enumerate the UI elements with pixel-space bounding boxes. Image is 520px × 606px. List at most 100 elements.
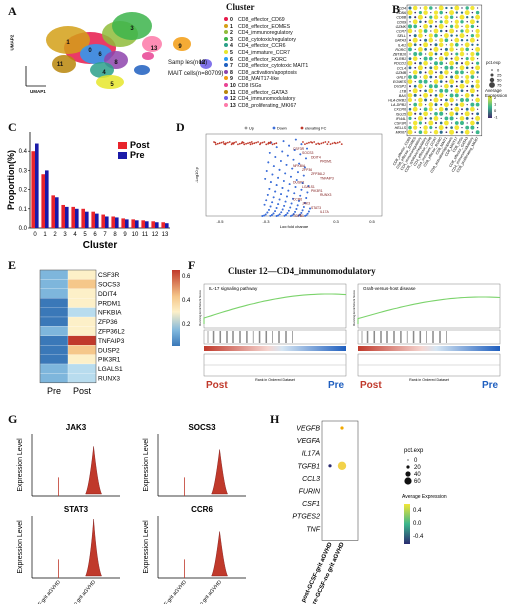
- dotplot-dot: [460, 20, 464, 24]
- dotplot-dot: [423, 125, 428, 130]
- volcano-sig-point: [247, 142, 249, 145]
- dotplot-dot: [464, 10, 470, 16]
- dotplot-dot: [408, 75, 412, 79]
- volcano-point: [297, 171, 299, 174]
- volcano-point: [302, 174, 305, 177]
- cytokine-dotplot: VEGFB VEGFA IL17A TGFB1 CCL3 FURIN CSF1 PTGES2 T…: [292, 420, 447, 604]
- bar-post: [121, 218, 125, 228]
- umap-cluster-number: 4: [102, 70, 106, 76]
- volcano-point: [288, 183, 291, 185]
- dotplot-dot: [466, 39, 469, 42]
- bar-post: [151, 221, 155, 228]
- violin-gene-title: JAK3: [66, 423, 87, 432]
- volcano-point: [304, 202, 306, 204]
- dotplot-dot: [445, 113, 448, 115]
- dotplot-gene-label: GZMK: [396, 25, 407, 29]
- dotplot-dot: [439, 121, 443, 125]
- dotplot-dot: [435, 7, 437, 9]
- dotplot-dot: [471, 48, 474, 51]
- y-tick-label: 0.1: [19, 207, 28, 213]
- dotplot-dot: [439, 61, 444, 66]
- dotplot-dot: [469, 19, 475, 25]
- heatmap-gene-label: CSF3R: [98, 272, 120, 279]
- dotplot-dot: [469, 69, 475, 75]
- volcano-sig-point: [302, 141, 304, 143]
- dotplot-dot: [466, 85, 469, 88]
- heatmap-cell-pre: [39, 345, 69, 355]
- volcano-sig-point: [326, 143, 329, 145]
- dotplot-dot: [475, 52, 480, 56]
- volcano-point: [268, 152, 271, 154]
- cluster-number: 9: [230, 76, 233, 83]
- volcano-gene-label: PIK3R1: [311, 189, 323, 193]
- dotplot-dot: [470, 125, 475, 130]
- dotplot-dot: [407, 60, 413, 66]
- dotplot-gene-label: CSF3R: [394, 122, 406, 126]
- dotplot-dot: [423, 23, 429, 29]
- dotplot-dot: [470, 33, 475, 38]
- volcano-point: [287, 189, 290, 192]
- dotplot-dot: [424, 122, 427, 124]
- dotplot-dot: [454, 37, 460, 43]
- bar-pre: [135, 220, 139, 228]
- heatmap-cell-post: [67, 269, 97, 280]
- dotplot-dot: [461, 112, 463, 115]
- heatmap-cell-post: [67, 345, 97, 355]
- gsea-rank-bar: [204, 346, 346, 351]
- umap-plot: 1 06 3 13 9 11 8 45 12: [25, 12, 212, 89]
- dotplot-dot: [449, 15, 454, 19]
- dotplot-dot: [419, 108, 422, 110]
- volcano-point: [286, 195, 288, 198]
- volcano-point: [286, 154, 289, 157]
- dotplot-dot: [407, 10, 413, 16]
- dotplot-dot: [450, 39, 453, 41]
- dotplot-dot: [428, 107, 433, 112]
- x-tick-label: 6: [93, 232, 97, 238]
- volcano-legend-label: Up: [249, 127, 254, 131]
- dotplot-dot: [438, 5, 444, 11]
- gsea-pre-label: Pre: [482, 380, 499, 391]
- dotplot-dot: [464, 93, 470, 98]
- dotplot-dot: [412, 88, 418, 94]
- volcano-point: [282, 180, 285, 182]
- volcano-point: [284, 200, 287, 203]
- gsea-curve: [203, 293, 347, 324]
- dotplot-dot: [424, 117, 427, 120]
- volcano-sig-point: [257, 141, 259, 143]
- cluster-number: 2: [230, 30, 233, 37]
- bar-pre: [165, 223, 169, 228]
- dotplot-dot: [440, 52, 443, 56]
- dotplot-dot: [412, 120, 418, 126]
- dotplot-dot: [435, 39, 437, 41]
- dotplot-dot: [419, 7, 422, 9]
- h-gene-label: VEGFA: [297, 438, 321, 445]
- dotplot-dot: [413, 34, 417, 38]
- dotplot-dot: [439, 70, 443, 74]
- dotplot-dot: [475, 46, 481, 52]
- volcano-point: [288, 144, 290, 147]
- dotplot-dot: [439, 29, 443, 33]
- volcano-point: [291, 214, 294, 217]
- dotplot-dot: [440, 85, 442, 87]
- volcano-point: [272, 212, 275, 215]
- dotplot-dot: [435, 90, 437, 92]
- dotplot-dot: [476, 20, 479, 23]
- dotplot-dot: [475, 28, 480, 34]
- volcano-point: [267, 161, 270, 164]
- volcano-x-tick: 0.5: [369, 219, 375, 224]
- violin-y-title: Expression Level: [17, 438, 24, 492]
- cluster-number: 13: [230, 102, 236, 109]
- dotplot-dot: [445, 98, 448, 102]
- heatmap-gene-label: SOCS3: [98, 281, 120, 288]
- dotplot-dot: [471, 11, 474, 14]
- volcano-point: [278, 168, 281, 171]
- dotplot-dot: [461, 25, 463, 28]
- dotplot-dot: [456, 117, 458, 120]
- legend-label: Post: [130, 140, 150, 150]
- dotplot-dot: [449, 97, 454, 103]
- pct-legend-value: 0: [497, 68, 500, 73]
- h-gene-label: CSF1: [302, 501, 320, 508]
- gsea-x-title: Rank in Ordered Dataset: [409, 378, 449, 382]
- dotplot-dot: [439, 38, 444, 43]
- volcano-sig-point: [226, 141, 229, 144]
